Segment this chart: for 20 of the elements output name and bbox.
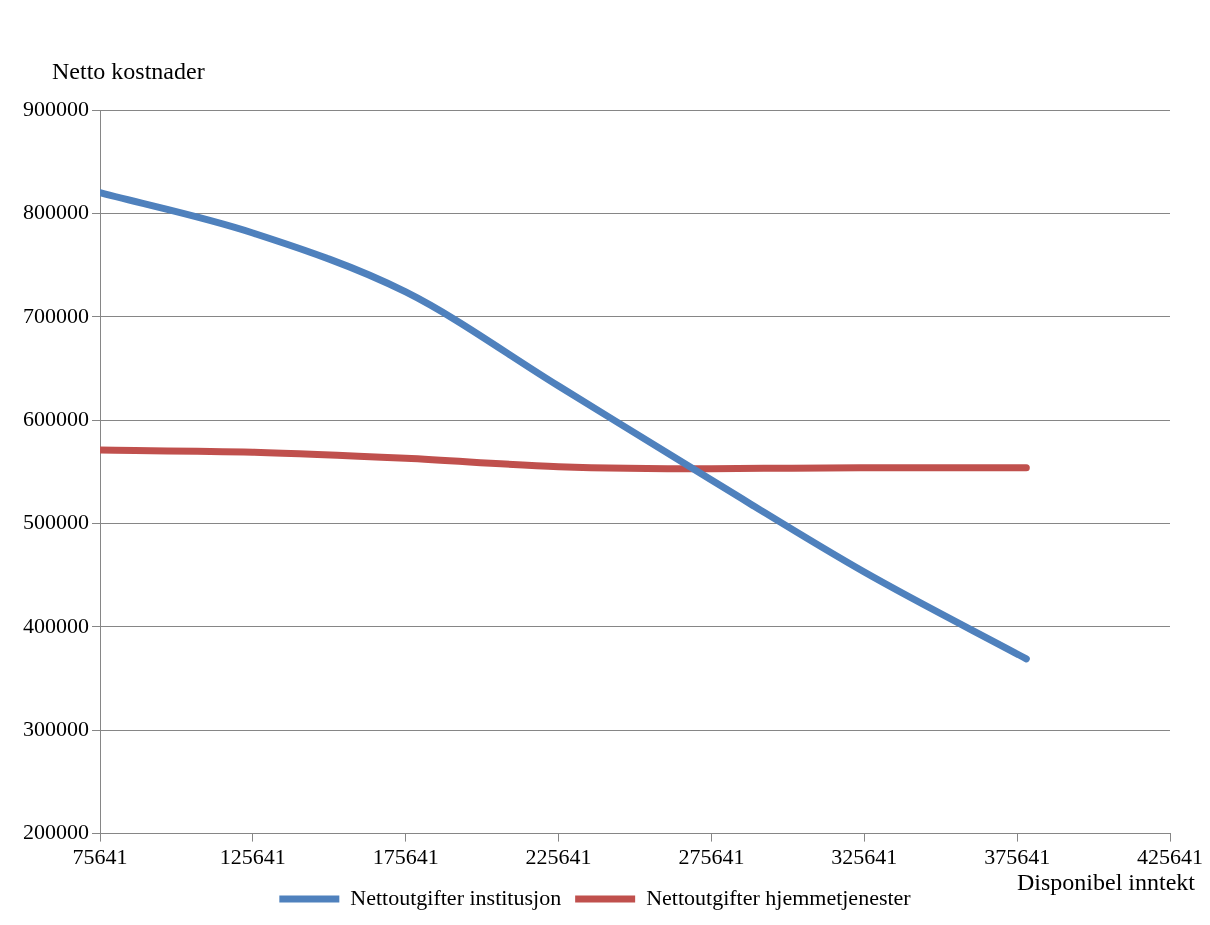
x-tick-label: 275641 (678, 843, 745, 869)
y-tick-label: 500000 (23, 509, 89, 535)
y-tick-label: 900000 (23, 95, 89, 121)
x-tick-label: 175641 (372, 843, 439, 869)
x-tick-label: 375641 (984, 843, 1051, 869)
y-tick-label: 700000 (23, 302, 89, 328)
y-tick-label: 800000 (23, 199, 89, 225)
y-tick-label: 200000 (23, 819, 89, 845)
legend-label: Nettoutgifter hjemmetjenester (646, 884, 912, 910)
x-tick-label: 125641 (219, 843, 286, 869)
x-tick-label: 325641 (831, 843, 898, 869)
y-tick-label: 400000 (23, 612, 89, 638)
x-tick-label: 425641 (1137, 843, 1203, 869)
x-tick-label: 75641 (72, 843, 128, 869)
legend-label: Nettoutgifter institusjon (350, 884, 562, 910)
x-axis-title: Disponibel inntekt (1017, 868, 1196, 895)
y-tick-label: 600000 (23, 405, 89, 431)
x-tick-label: 225641 (525, 843, 592, 869)
y-axis-title: Netto kostnader (52, 58, 205, 85)
y-tick-label: 300000 (23, 716, 89, 742)
